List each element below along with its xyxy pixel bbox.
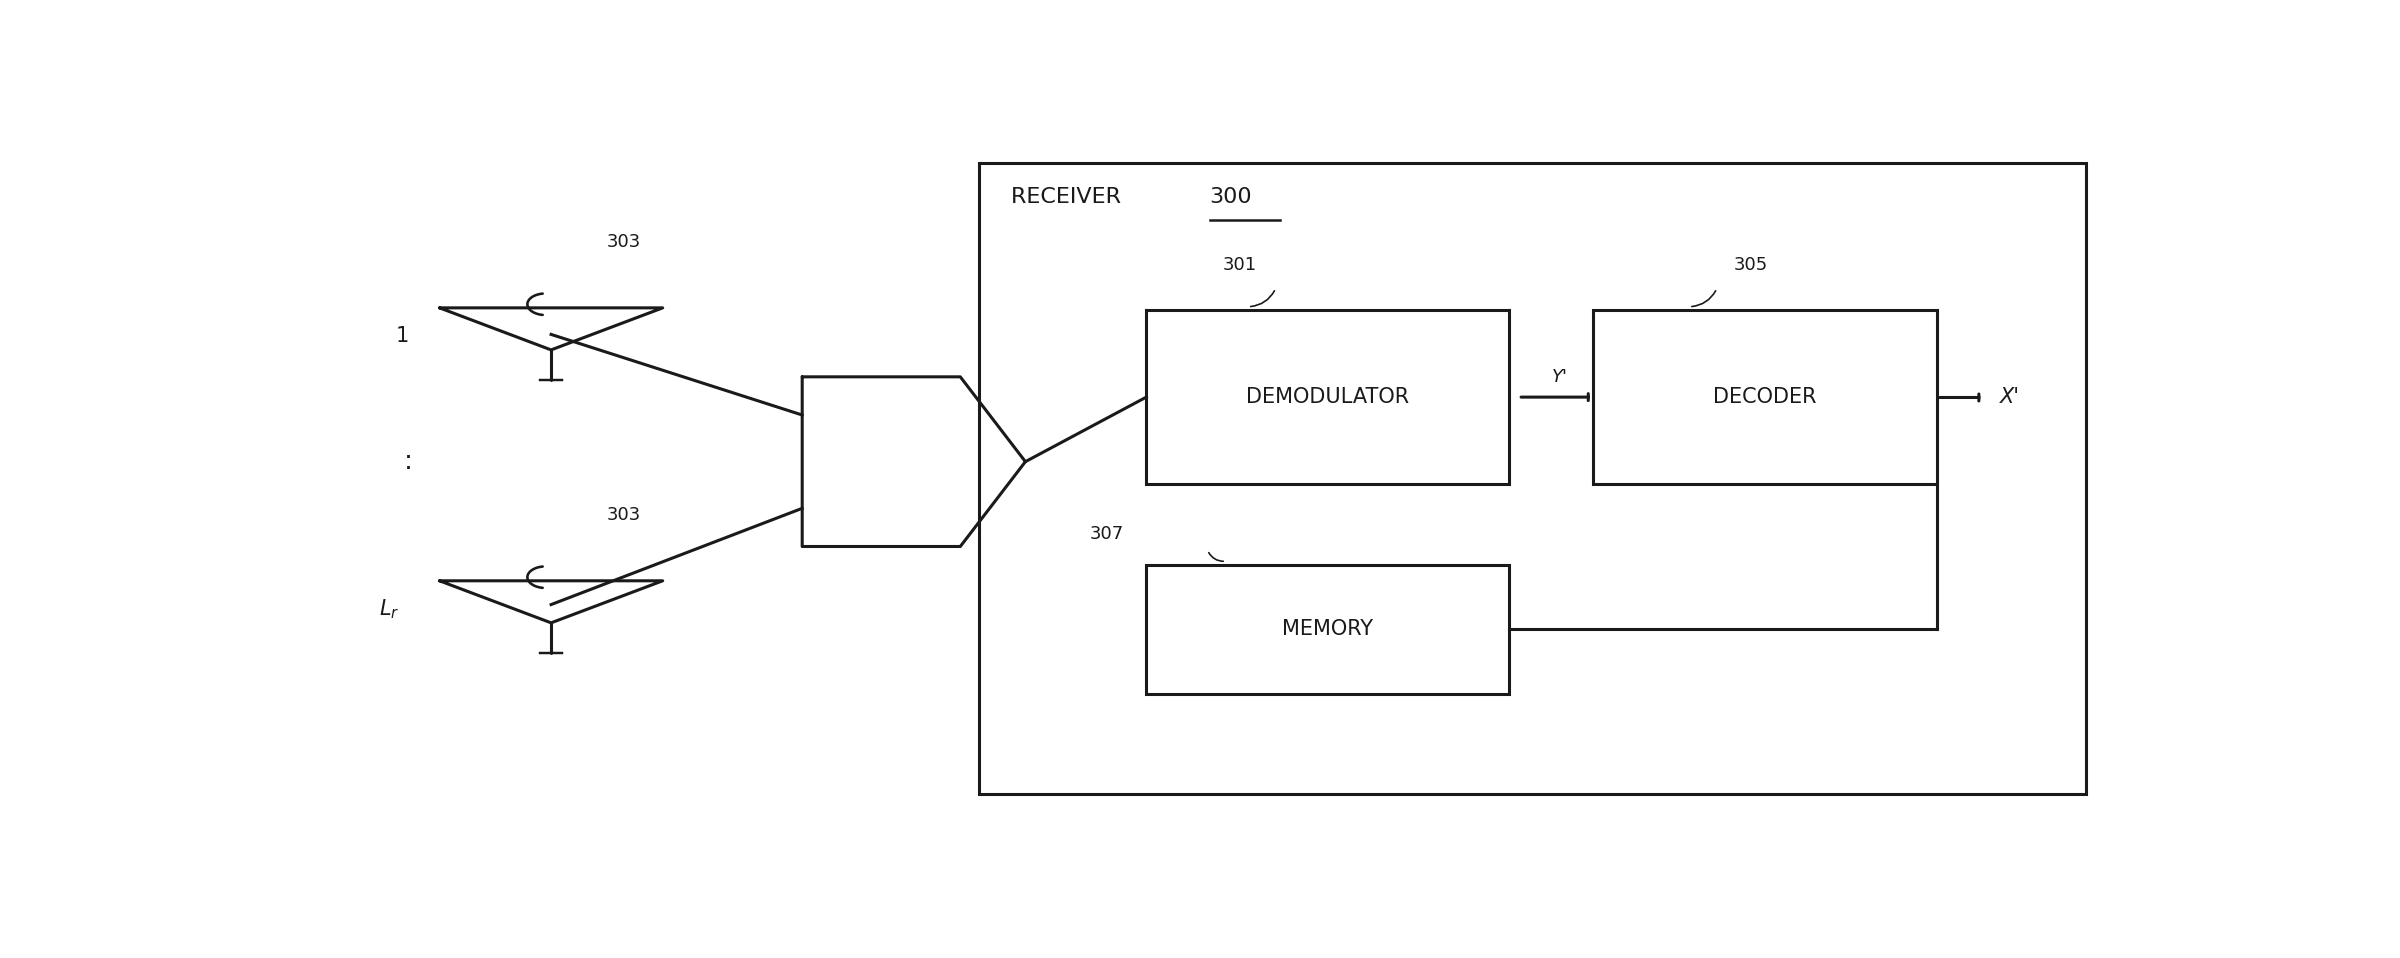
Bar [1147,565,1510,694]
Text: 303: 303 [607,507,641,524]
Text: $L_r$: $L_r$ [379,598,398,621]
Text: 300: 300 [1210,187,1253,207]
Text: Y': Y' [1553,368,1567,386]
Text: :: : [403,448,413,474]
Text: 303: 303 [607,234,641,251]
Text: 301: 301 [1222,256,1255,274]
Text: 1: 1 [396,327,408,346]
Bar [1594,310,1937,484]
Bar [1147,310,1510,484]
Text: 305: 305 [1733,256,1769,274]
Text: MEMORY: MEMORY [1282,620,1373,640]
Text: RECEIVER: RECEIVER [1010,187,1128,207]
Text: DEMODULATOR: DEMODULATOR [1246,387,1409,407]
Text: DECODER: DECODER [1714,387,1817,407]
Text: X': X' [1999,387,2021,407]
Text: 307: 307 [1090,525,1123,543]
Bar [979,163,2086,793]
